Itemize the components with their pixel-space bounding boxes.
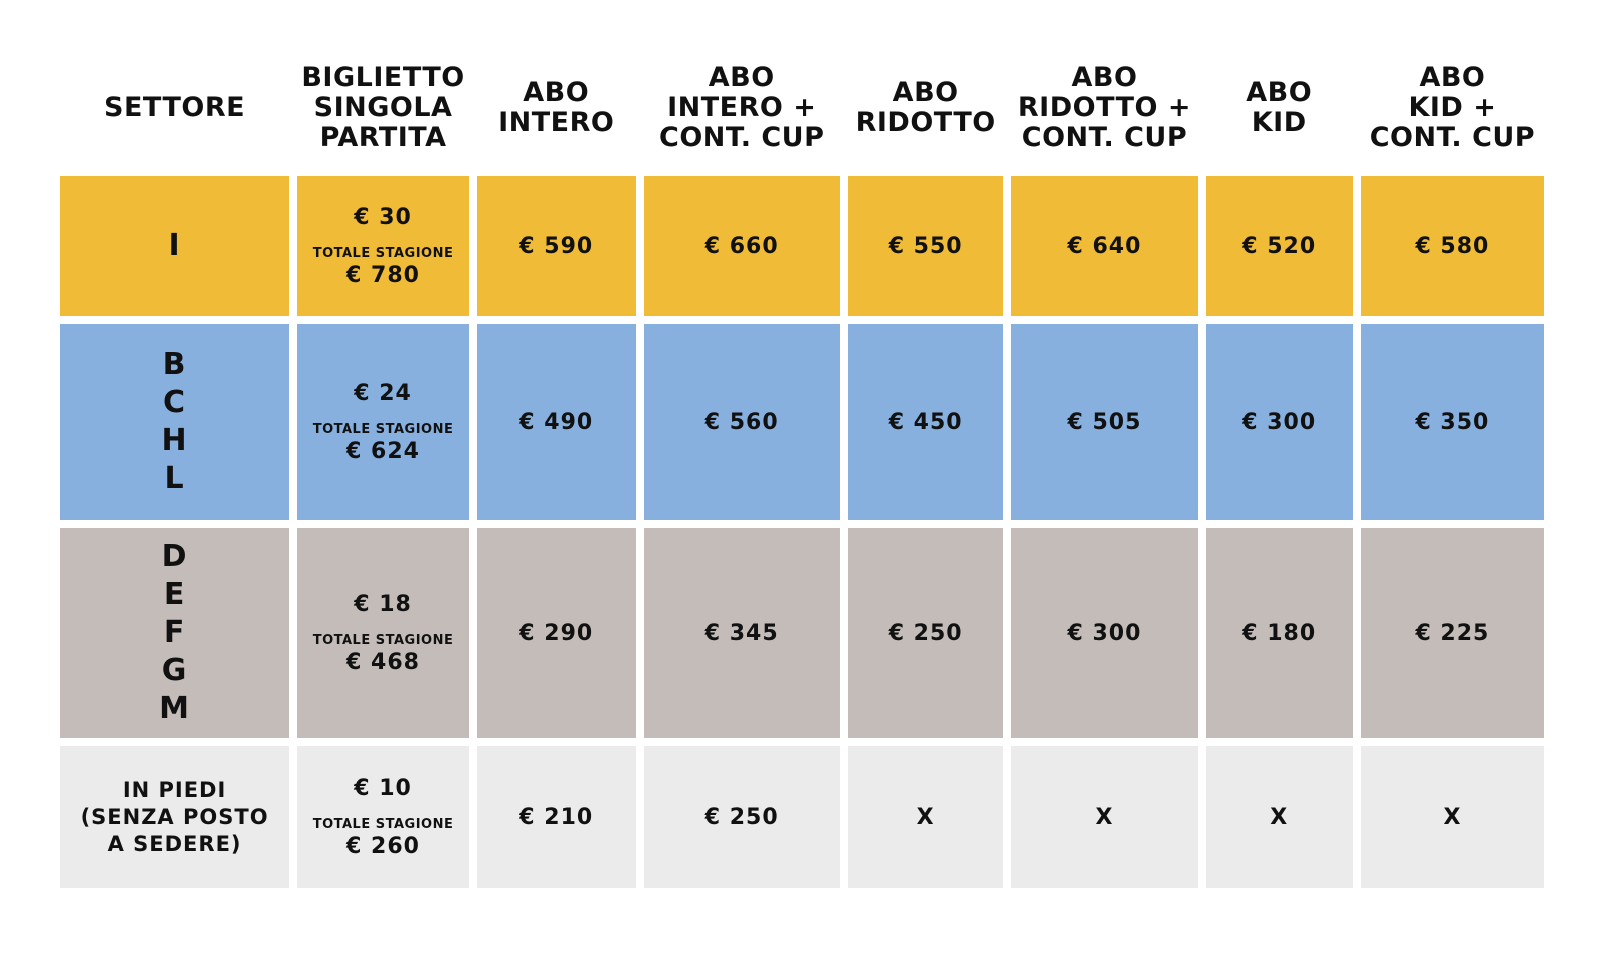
header-abo-ridotto: ABO RIDOTTO [855, 77, 996, 138]
price-abo-ridotto: € 250 [847, 528, 1004, 738]
price-abo-intero-cont-cup: € 345 [643, 528, 840, 738]
price-abo-ridotto: € 450 [847, 324, 1004, 520]
header-biglietto-singola-partita: BIGLIETTO SINGOLA PARTITA [301, 62, 465, 153]
price-abo-ridotto-cont-cup: € 300 [1011, 528, 1198, 738]
price-abo-intero-cont-cup: € 560 [643, 324, 840, 520]
price-abo-ridotto: € 550 [847, 176, 1004, 316]
price-abo-ridotto: X [847, 746, 1004, 888]
header-abo-ridotto-cont-cup: ABO RIDOTTO + CONT. CUP [1017, 62, 1192, 153]
price-abo-kid: € 180 [1205, 528, 1353, 738]
price-abo-kid: € 300 [1205, 324, 1353, 520]
price-abo-ridotto-cont-cup: € 640 [1011, 176, 1198, 316]
single-ticket-cell: € 18 TOTALE STAGIONE € 468 [297, 528, 469, 738]
price-abo-ridotto-cont-cup: X [1011, 746, 1198, 888]
header-abo-intero-cont-cup: ABO INTERO + CONT. CUP [659, 62, 825, 153]
single-ticket-cell: € 10 TOTALE STAGIONE € 260 [297, 746, 469, 888]
price-abo-intero: € 290 [476, 528, 636, 738]
season-total-label: TOTALE STAGIONE [312, 816, 454, 832]
sector-cell: IN PIEDI (SENZA POSTO A SEDERE) [60, 746, 290, 888]
header-abo-kid: ABO KID [1246, 77, 1313, 138]
header-abo-intero: ABO INTERO [498, 77, 615, 138]
header-settore: SETTORE [104, 92, 246, 123]
price-abo-kid-cont-cup: € 350 [1360, 324, 1544, 520]
price-abo-intero: € 210 [476, 746, 636, 888]
sector-cell: B C H L [60, 324, 290, 520]
header-row: SETTORE BIGLIETTO SINGOLA PARTITA ABO IN… [60, 48, 1544, 168]
season-total-price: € 624 [346, 438, 420, 464]
season-total-label: TOTALE STAGIONE [312, 245, 454, 261]
price-abo-kid-cont-cup: € 225 [1360, 528, 1544, 738]
price-abo-kid-cont-cup: € 580 [1360, 176, 1544, 316]
single-ticket-cell: € 24 TOTALE STAGIONE € 624 [297, 324, 469, 520]
price-table-container: SETTORE BIGLIETTO SINGOLA PARTITA ABO IN… [60, 40, 1544, 896]
single-ticket-cell: € 30 TOTALE STAGIONE € 780 [297, 176, 469, 316]
season-total-price: € 780 [346, 262, 420, 288]
sector-cell: I [60, 176, 290, 316]
single-ticket-price: € 18 [354, 591, 412, 617]
single-ticket-price: € 30 [354, 204, 412, 230]
single-ticket-price: € 10 [354, 775, 412, 801]
season-total-price: € 468 [346, 649, 420, 675]
table-row-sector-i: I € 30 TOTALE STAGIONE € 780 € 590 € 660… [60, 176, 1544, 316]
price-abo-intero-cont-cup: € 250 [643, 746, 840, 888]
season-total-label: TOTALE STAGIONE [312, 421, 454, 437]
price-abo-kid: X [1205, 746, 1353, 888]
price-table: SETTORE BIGLIETTO SINGOLA PARTITA ABO IN… [52, 40, 1552, 896]
table-row-standing: IN PIEDI (SENZA POSTO A SEDERE) € 10 TOT… [60, 746, 1544, 888]
table-row-sectors-defgm: D E F G M € 18 TOTALE STAGIONE € 468 € 2… [60, 528, 1544, 738]
season-total-price: € 260 [346, 833, 420, 859]
sector-cell: D E F G M [60, 528, 290, 738]
price-abo-intero-cont-cup: € 660 [643, 176, 840, 316]
single-ticket-price: € 24 [354, 380, 412, 406]
season-total-label: TOTALE STAGIONE [312, 632, 454, 648]
price-abo-ridotto-cont-cup: € 505 [1011, 324, 1198, 520]
price-abo-intero: € 590 [476, 176, 636, 316]
table-row-sectors-bchl: B C H L € 24 TOTALE STAGIONE € 624 € 490… [60, 324, 1544, 520]
price-abo-kid: € 520 [1205, 176, 1353, 316]
header-abo-kid-cont-cup: ABO KID + CONT. CUP [1369, 62, 1536, 153]
price-abo-intero: € 490 [476, 324, 636, 520]
price-abo-kid-cont-cup: X [1360, 746, 1544, 888]
